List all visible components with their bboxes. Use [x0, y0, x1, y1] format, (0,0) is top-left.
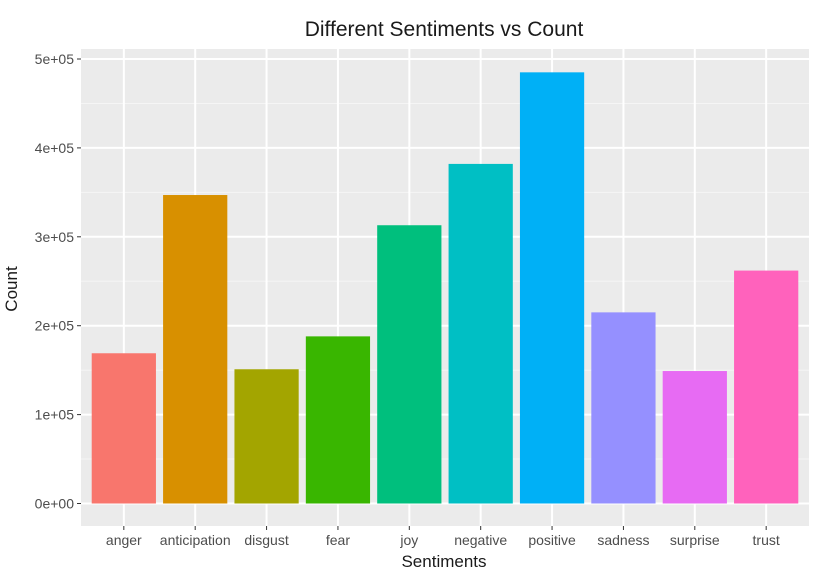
bar-anticipation: [163, 195, 228, 504]
x-tick-label: anticipation: [160, 532, 231, 548]
y-tick-label: 5e+05: [35, 51, 75, 67]
x-axis-title: Sentiments: [401, 552, 486, 571]
x-tick-label: surprise: [670, 532, 720, 548]
y-tick-label: 0e+00: [35, 496, 75, 512]
y-tick-label: 3e+05: [35, 229, 75, 245]
bar-disgust: [234, 369, 299, 504]
y-axis-title: Count: [2, 266, 21, 312]
bar-joy: [377, 225, 442, 504]
x-tick-label: trust: [753, 532, 780, 548]
y-tick-label: 2e+05: [35, 318, 75, 334]
y-tick-label: 1e+05: [35, 407, 75, 423]
bar-anger: [91, 353, 156, 504]
x-axis-ticks: anger anticipation disgust fear joy negative p…: [106, 526, 780, 548]
x-tick-label: negative: [454, 532, 507, 548]
x-tick-label: fear: [326, 532, 350, 548]
y-tick-label: 4e+05: [35, 140, 75, 156]
bar-positive: [519, 72, 585, 504]
bar-trust: [734, 270, 799, 504]
bar-negative: [448, 163, 513, 504]
x-tick-label: joy: [399, 532, 418, 548]
x-tick-label: disgust: [244, 532, 288, 548]
bar-fear: [305, 336, 371, 504]
x-tick-label: anger: [106, 532, 142, 548]
x-tick-label: sadness: [597, 532, 649, 548]
y-axis-ticks: 0e+00 1e+05 2e+05 3e+05 4e+05 5e+05: [35, 51, 81, 512]
bar-sadness: [591, 312, 656, 504]
bar-surprise: [662, 371, 727, 504]
bars: [91, 72, 799, 504]
x-tick-label: positive: [528, 532, 576, 548]
chart-title: Different Sentiments vs Count: [305, 18, 584, 41]
